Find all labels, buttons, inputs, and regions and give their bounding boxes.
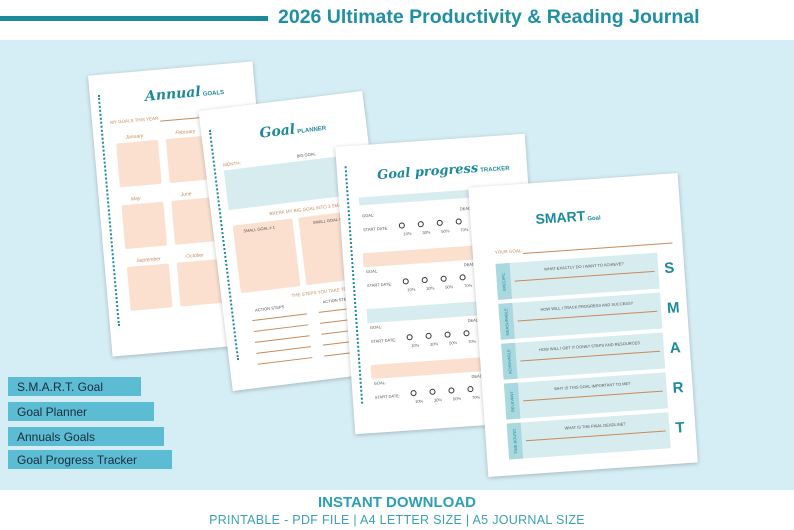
progress-circle [402, 278, 409, 285]
percent: 10% [414, 398, 424, 405]
progress-circle [444, 331, 451, 338]
progress-circle [425, 332, 432, 340]
month-label: May [130, 195, 141, 203]
progress-circle [421, 276, 428, 284]
line [253, 324, 309, 333]
month-box [116, 139, 162, 188]
title-small: PLANNER [297, 125, 327, 136]
footer-heading: INSTANT DOWNLOAD [317, 494, 477, 511]
page-title: GoalPLANNER [259, 118, 327, 142]
progress-circle [467, 385, 474, 393]
month-box [126, 263, 173, 311]
your-goal: YOUR GOAL: [494, 248, 523, 255]
percent: 70% [464, 282, 473, 289]
percent: 50% [452, 395, 462, 402]
title-small: GOALS [202, 89, 225, 98]
percent: 50% [448, 339, 458, 346]
percent: 30% [430, 341, 439, 347]
progress-circle [448, 387, 455, 394]
month: MONTH: [222, 160, 242, 168]
feature-label: Goal Planner [8, 402, 154, 421]
percent: 50% [445, 284, 454, 290]
percent: 30% [433, 397, 443, 403]
start: START DATE: [374, 393, 401, 400]
goal: GOAL: [369, 324, 383, 330]
letter: T [674, 419, 686, 437]
page-title: SMART Goal [534, 207, 601, 228]
title-small: TRACKER [480, 165, 510, 174]
month-label: June [180, 191, 192, 199]
month-box [121, 201, 168, 250]
title-small: Goal [587, 215, 601, 223]
page-title: AnnualGOALS [144, 82, 224, 105]
letter: R [672, 379, 685, 397]
month-box [176, 259, 223, 307]
percent: 30% [426, 285, 435, 291]
header-bar [0, 16, 268, 21]
percent: 10% [411, 342, 420, 349]
feature-label: S.M.A.R.T. Goal [8, 377, 141, 396]
letter: M [666, 299, 681, 318]
progress-circle [459, 274, 466, 281]
progress-circle [410, 389, 417, 397]
title-text: Goal [258, 121, 297, 142]
title-text: SMART [534, 207, 586, 228]
letter: A [669, 339, 682, 357]
page-title: Goal progressTRACKER [377, 159, 510, 183]
month-label: September [136, 256, 162, 265]
start: START DATE: [362, 225, 389, 233]
month-label: October [185, 252, 205, 260]
progress-circle [398, 222, 406, 229]
feature-label: Goal Progress Tracker [8, 450, 172, 469]
line [257, 357, 313, 365]
prompt: MY GOALS THIS YEAR: [109, 115, 160, 125]
goal: GOAL: [373, 380, 387, 386]
feature-label: Annuals Goals [8, 427, 164, 446]
goal: GOAL: [365, 268, 379, 275]
start: START DATE: [366, 281, 393, 289]
percent: 70% [471, 394, 481, 401]
letter: S [663, 259, 675, 278]
smart-page: SMART Goal YOUR GOAL: SPECIFIC WHAT EXACTL… [468, 173, 698, 477]
title-text: Annual [144, 84, 202, 105]
percent: 10% [403, 230, 412, 237]
footer-subtitle: PRINTABLE - PDF FILE | A4 LETTER SIZE | … [209, 513, 585, 527]
title-text: Goal progress [376, 161, 479, 184]
title: 2026 Ultimate Productivity & Reading Jou… [278, 6, 700, 28]
progress-circle [417, 220, 424, 228]
percent: 50% [441, 228, 450, 234]
percent: 30% [422, 229, 431, 236]
progress-circle [440, 275, 447, 282]
goal: GOAL: [361, 212, 375, 219]
line [254, 335, 310, 343]
progress-circle [436, 219, 443, 227]
progress-circle [463, 330, 470, 337]
percent: 70% [460, 226, 469, 233]
percent: 70% [467, 338, 477, 345]
progress-circle [429, 388, 436, 395]
line [256, 346, 312, 354]
start: START DATE: [370, 337, 397, 344]
month-label: February [175, 128, 196, 137]
progress-circle [406, 334, 413, 341]
progress-circle [455, 218, 462, 225]
line [252, 313, 308, 322]
month-label: January [125, 133, 144, 141]
action-steps: ACTION STEPS [254, 304, 285, 313]
big-goal: BIG GOAL [296, 151, 316, 159]
percent: 10% [407, 286, 416, 293]
